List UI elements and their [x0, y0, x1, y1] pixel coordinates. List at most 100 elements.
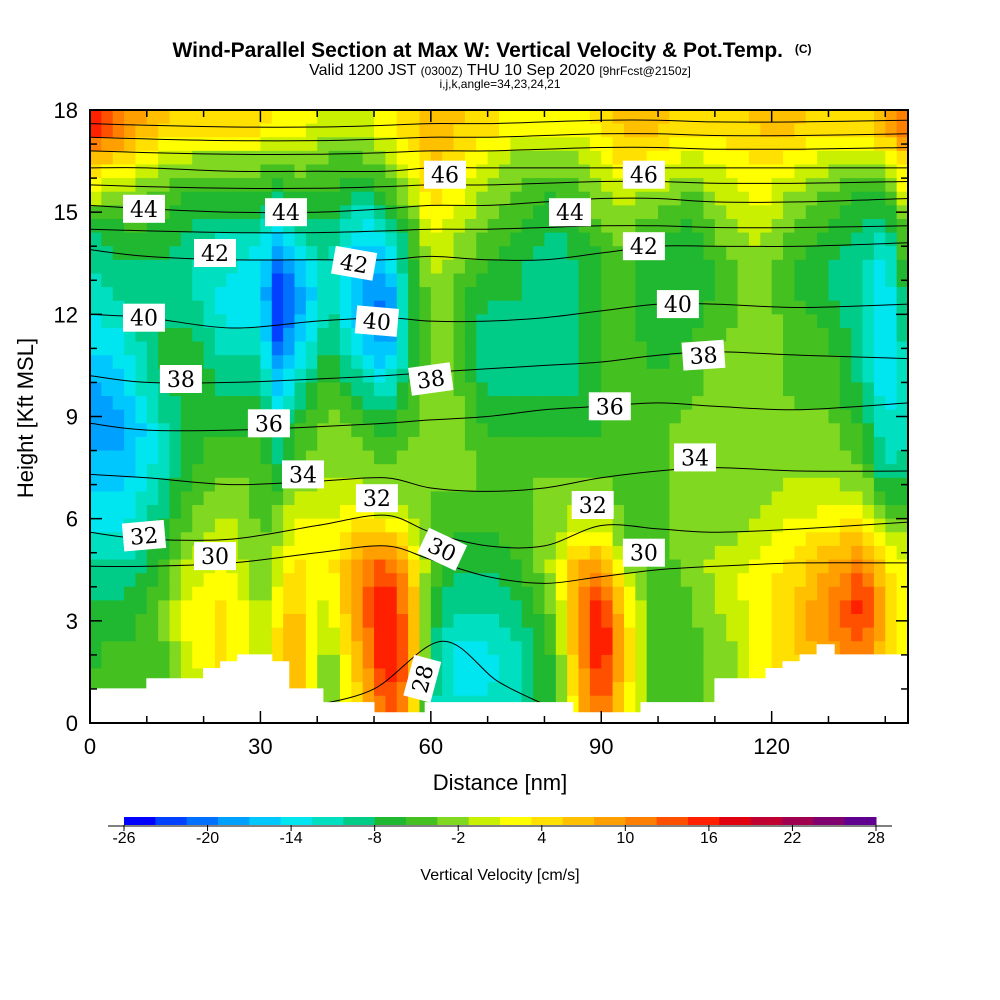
- w-cell: [419, 423, 432, 438]
- w-cell: [873, 314, 886, 329]
- w-cell: [658, 382, 671, 397]
- w-cell: [635, 314, 648, 329]
- w-cell: [146, 641, 159, 656]
- w-cell: [226, 368, 239, 384]
- w-cell: [589, 314, 602, 329]
- w-cell: [851, 314, 864, 329]
- w-cell: [533, 464, 546, 479]
- contour-label-text: 40: [130, 307, 158, 332]
- w-cell: [226, 491, 239, 506]
- w-cell: [476, 273, 489, 288]
- w-cell: [442, 464, 455, 479]
- w-cell: [317, 368, 330, 384]
- w-cell: [601, 123, 614, 138]
- w-cell: [635, 273, 648, 288]
- w-cell: [555, 423, 568, 438]
- w-cell: [760, 532, 773, 547]
- w-cell: [646, 518, 659, 533]
- w-cell: [544, 341, 557, 356]
- w-cell: [214, 641, 227, 656]
- w-cell: [351, 396, 364, 411]
- w-cell: [351, 205, 364, 220]
- w-cell: [658, 682, 671, 697]
- w-cell: [555, 464, 568, 479]
- w-cell: [328, 382, 341, 397]
- w-cell: [249, 532, 262, 547]
- w-cell: [714, 423, 727, 438]
- w-cell: [578, 668, 591, 683]
- w-cell: [339, 627, 352, 642]
- w-cell: [396, 641, 409, 656]
- w-cell: [873, 505, 886, 520]
- w-cell: [692, 586, 705, 601]
- w-cell: [146, 150, 159, 166]
- w-cell: [873, 450, 886, 465]
- w-cell: [249, 586, 262, 601]
- w-cell: [362, 586, 375, 601]
- w-cell: [419, 314, 432, 329]
- w-cell: [226, 150, 239, 166]
- w-cell: [453, 273, 466, 288]
- w-cell: [885, 259, 898, 275]
- w-cell: [896, 573, 908, 588]
- w-cell: [453, 505, 466, 520]
- w-cell: [180, 477, 193, 493]
- w-cell: [487, 110, 500, 125]
- contour-label-box: [571, 491, 614, 519]
- w-cell: [124, 614, 137, 629]
- w-cell: [305, 368, 318, 384]
- w-cell: [317, 246, 330, 261]
- w-cell: [544, 505, 557, 520]
- w-cell: [294, 545, 307, 561]
- w-cell: [124, 178, 137, 193]
- w-cell: [623, 341, 636, 356]
- w-cell: [714, 178, 727, 193]
- w-cell: [442, 614, 455, 629]
- w-cell: [714, 259, 727, 275]
- w-cell: [146, 341, 159, 356]
- w-cell: [124, 505, 137, 520]
- w-cell: [862, 586, 875, 601]
- w-cell: [544, 368, 557, 384]
- w-cell: [783, 559, 795, 574]
- w-cell: [464, 641, 477, 656]
- w-cell: [135, 259, 148, 275]
- w-cell: [351, 668, 364, 683]
- w-cell: [783, 327, 795, 343]
- w-cell: [419, 191, 432, 206]
- w-cell: [214, 123, 227, 138]
- w-cell: [90, 641, 102, 656]
- w-cell: [396, 627, 409, 642]
- w-cell: [601, 368, 614, 384]
- w-cell: [453, 464, 466, 479]
- w-cell: [726, 164, 739, 179]
- w-cell: [521, 627, 534, 642]
- w-cell: [714, 614, 727, 629]
- w-cell: [567, 654, 580, 670]
- w-cell: [112, 627, 125, 642]
- w-cell: [521, 464, 534, 479]
- w-cell: [430, 205, 443, 220]
- w-cell: [794, 327, 807, 343]
- contour-label-box: [622, 160, 665, 189]
- w-cell: [192, 273, 205, 288]
- w-cell: [396, 682, 409, 697]
- w-cell: [692, 491, 705, 506]
- w-cell: [771, 627, 784, 642]
- w-cell: [635, 191, 648, 206]
- w-cell: [669, 327, 682, 343]
- w-cell: [385, 409, 398, 424]
- w-cell: [680, 491, 693, 506]
- w-cell: [851, 232, 864, 247]
- w-cell: [317, 327, 330, 343]
- w-cell: [214, 341, 227, 356]
- w-cell: [873, 191, 886, 206]
- w-cell: [748, 654, 761, 670]
- w-cell: [328, 586, 341, 601]
- w-cell: [135, 273, 148, 288]
- w-cell: [396, 586, 409, 601]
- w-cell: [476, 246, 489, 261]
- w-cell: [862, 559, 875, 574]
- w-cell: [328, 150, 341, 166]
- w-cell: [589, 164, 602, 179]
